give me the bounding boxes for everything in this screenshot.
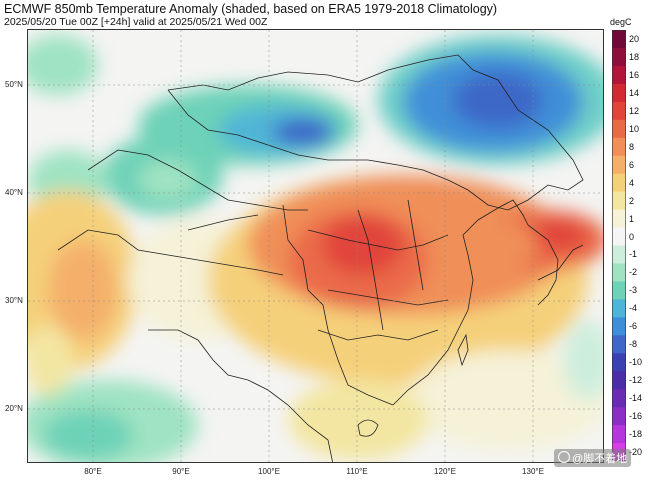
- colorbar-swatch: [612, 371, 626, 390]
- colorbar-tick-label: -3: [629, 285, 638, 296]
- colorbar-tick-label: 4: [629, 177, 635, 188]
- watermark: @脚不着地: [554, 449, 632, 467]
- lon-label-90e: 90°E: [172, 467, 190, 476]
- watermark-icon: [558, 451, 570, 463]
- colorbar-swatch: [612, 30, 626, 49]
- colorbar-swatch: [612, 245, 626, 264]
- lat-label-30n: 30°N: [5, 296, 23, 305]
- colorbar-swatch: [612, 83, 626, 103]
- colorbar-tick-label: -18: [629, 429, 643, 440]
- map-title: ECMWF 850mb Temperature Anomaly (shaded,…: [4, 2, 498, 16]
- temperature-anomaly-map: [27, 29, 604, 463]
- colorbar-tick-label: 6: [629, 159, 635, 170]
- colorbar-swatch: [612, 47, 626, 67]
- colorbar-tick-label: -14: [629, 393, 643, 404]
- colorbar-swatch: [612, 389, 626, 408]
- lat-label-20n: 20°N: [5, 404, 23, 413]
- colorbar-tick-label: -10: [629, 357, 643, 368]
- colorbar-swatch: [612, 335, 626, 354]
- watermark-text: @脚不着地: [572, 453, 628, 465]
- lat-label-50n: 50°N: [5, 80, 23, 89]
- colorbar-tick-label: -16: [629, 411, 643, 422]
- colorbar-tick-label: -6: [629, 321, 638, 332]
- colorbar-tick-label: 20: [629, 33, 640, 44]
- colorbar-tick-label: -2: [629, 267, 638, 278]
- colorbar-tick-label: 16: [629, 69, 640, 80]
- colorbar-tick-label: -1: [629, 249, 638, 260]
- colorbar-tick-label: 14: [629, 87, 640, 98]
- colorbar-swatch: [612, 155, 626, 175]
- colorbar-swatch: [612, 101, 626, 121]
- colorbar-swatch: [612, 425, 626, 444]
- lon-label-130e: 130°E: [522, 467, 544, 476]
- colorbar-unit: degC: [610, 17, 632, 27]
- colorbar-swatch: [612, 281, 626, 300]
- colorbar: [612, 30, 626, 461]
- colorbar-tick-label: 18: [629, 51, 640, 62]
- colorbar-tick-label: -4: [629, 303, 638, 314]
- colorbar-tick-label: 8: [629, 141, 635, 152]
- colorbar-swatch: [612, 137, 626, 157]
- colorbar-tick-label: 0: [629, 231, 635, 242]
- colorbar-swatch: [612, 65, 626, 85]
- lat-label-40n: 40°N: [5, 188, 23, 197]
- map-subtitle: 2025/05/20 Tue 00Z [+24h] valid at 2025/…: [4, 16, 268, 28]
- colorbar-swatch: [612, 209, 626, 229]
- colorbar-swatch: [612, 191, 626, 211]
- colorbar-tick-label: 1: [629, 213, 635, 224]
- colorbar-swatch: [612, 299, 626, 318]
- colorbar-swatch: [612, 227, 626, 246]
- grid-lines: [28, 30, 603, 462]
- colorbar-tick-label: 10: [629, 123, 640, 134]
- colorbar-swatch: [612, 353, 626, 372]
- colorbar-swatch: [612, 263, 626, 282]
- colorbar-tick-label: -20: [629, 447, 643, 458]
- lon-label-110e: 110°E: [346, 467, 368, 476]
- colorbar-swatch: [612, 407, 626, 426]
- lon-label-120e: 120°E: [434, 467, 456, 476]
- lon-label-80e: 80°E: [84, 467, 102, 476]
- colorbar-tick-label: -8: [629, 339, 638, 350]
- colorbar-tick-label: -12: [629, 375, 643, 386]
- lon-label-100e: 100°E: [258, 467, 280, 476]
- colorbar-swatch: [612, 317, 626, 336]
- colorbar-swatch: [612, 173, 626, 193]
- colorbar-tick-label: 12: [629, 105, 640, 116]
- map-canvas: [28, 30, 603, 462]
- country-borders: [57, 54, 584, 462]
- anomaly-shading: [28, 35, 603, 462]
- colorbar-tick-label: 2: [629, 195, 635, 206]
- colorbar-swatch: [612, 119, 626, 139]
- colorbar-labels: 20 18 16 14 12 10 8 6 4 2 1 0 -1 -2 -3 -4 -6 -8 -10 -12 -14-…: [629, 30, 650, 460]
